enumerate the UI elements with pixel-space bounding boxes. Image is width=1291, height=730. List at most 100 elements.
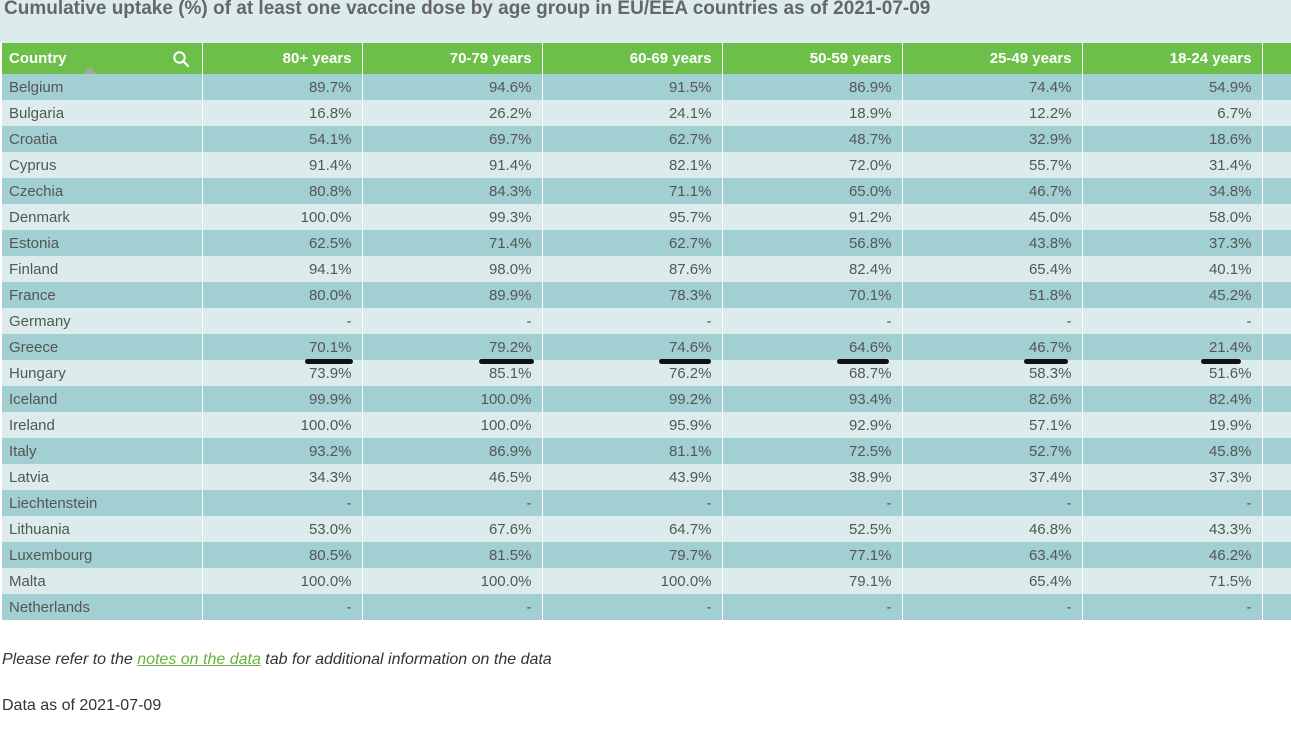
uptake-cell-70-79: 86.9% <box>362 438 543 464</box>
search-icon[interactable] <box>172 50 190 68</box>
uptake-cell-50-59: 93.4% <box>722 386 903 412</box>
uptake-cell-18-24: 54.9% <box>1082 74 1263 100</box>
uptake-cell-25-49: 46.8% <box>902 516 1083 542</box>
column-header-18-24[interactable]: 18-24 years <box>1082 43 1263 74</box>
uptake-cell-60-69: 87.6% <box>542 256 723 282</box>
uptake-cell-70-79: 98.0% <box>362 256 543 282</box>
uptake-cell-80plus: 100.0% <box>202 412 363 438</box>
table-row[interactable]: Lithuania 53.0% 67.6% 64.7% 52.5% 46.8% 43.3% <box>2 516 1291 542</box>
header-spacer <box>1262 43 1291 74</box>
uptake-cell-60-69: 95.7% <box>542 204 723 230</box>
table-row[interactable]: Luxembourg 80.5% 81.5% 79.7% 77.1% 63.4% 46.2% <box>2 542 1291 568</box>
title-band: Cumulative uptake (%) of at least one va… <box>0 0 1291 43</box>
uptake-cell-25-49: - <box>902 490 1083 516</box>
uptake-cell-70-79: - <box>362 490 543 516</box>
uptake-cell-70-79: 100.0% <box>362 412 543 438</box>
table-row[interactable]: Czechia 80.8% 84.3% 71.1% 65.0% 46.7% 34.8% <box>2 178 1291 204</box>
uptake-cell-80plus: 34.3% <box>202 464 363 490</box>
row-spacer <box>1262 542 1291 568</box>
table-row[interactable]: Italy 93.2% 86.9% 81.1% 72.5% 52.7% 45.8% <box>2 438 1291 464</box>
table-row[interactable]: Finland 94.1% 98.0% 87.6% 82.4% 65.4% 40.1% <box>2 256 1291 282</box>
uptake-cell-18-24: 71.5% <box>1082 568 1263 594</box>
uptake-cell-50-59: 79.1% <box>722 568 903 594</box>
table-row[interactable]: Iceland 99.9% 100.0% 99.2% 93.4% 82.6% 82.4% <box>2 386 1291 412</box>
country-cell: Iceland <box>2 386 203 412</box>
table-row[interactable]: Denmark 100.0% 99.3% 95.7% 91.2% 45.0% 58.0% <box>2 204 1291 230</box>
uptake-cell-60-69: - <box>542 490 723 516</box>
country-cell: Latvia <box>2 464 203 490</box>
column-header-70-79[interactable]: 70-79 years <box>362 43 543 74</box>
uptake-cell-25-49: - <box>902 308 1083 334</box>
table-row[interactable]: Estonia 62.5% 71.4% 62.7% 56.8% 43.8% 37.3% <box>2 230 1291 256</box>
column-header-50-59[interactable]: 50-59 years <box>722 43 903 74</box>
uptake-cell-50-59: - <box>722 308 903 334</box>
row-spacer <box>1262 594 1291 620</box>
country-cell: Ireland <box>2 412 203 438</box>
uptake-cell-70-79: 69.7% <box>362 126 543 152</box>
uptake-cell-60-69: 62.7% <box>542 126 723 152</box>
table-row[interactable]: France 80.0% 89.9% 78.3% 70.1% 51.8% 45.2% <box>2 282 1291 308</box>
uptake-cell-70-79: 84.3% <box>362 178 543 204</box>
uptake-cell-60-69: 81.1% <box>542 438 723 464</box>
uptake-cell-60-69: 76.2% <box>542 360 723 386</box>
uptake-cell-25-49: 43.8% <box>902 230 1083 256</box>
country-cell: Czechia <box>2 178 203 204</box>
table-row[interactable]: Latvia 34.3% 46.5% 43.9% 38.9% 37.4% 37.3% <box>2 464 1291 490</box>
uptake-cell-60-69: 62.7% <box>542 230 723 256</box>
annotation-mark <box>305 359 353 364</box>
uptake-cell-70-79: 89.9% <box>362 282 543 308</box>
uptake-cell-60-69: 82.1% <box>542 152 723 178</box>
uptake-cell-18-24: 45.2% <box>1082 282 1263 308</box>
uptake-cell-70-79: 81.5% <box>362 542 543 568</box>
column-header-60-69[interactable]: 60-69 years <box>542 43 723 74</box>
uptake-cell-18-24: 34.8% <box>1082 178 1263 204</box>
uptake-cell-60-69: 74.6% <box>542 334 723 360</box>
uptake-cell-70-79: 67.6% <box>362 516 543 542</box>
row-spacer <box>1262 412 1291 438</box>
uptake-cell-25-49: 57.1% <box>902 412 1083 438</box>
table-row[interactable]: Netherlands - - - - - - <box>2 594 1291 620</box>
uptake-cell-25-49: 52.7% <box>902 438 1083 464</box>
table-row[interactable]: Bulgaria 16.8% 26.2% 24.1% 18.9% 12.2% 6.7% <box>2 100 1291 126</box>
row-spacer <box>1262 178 1291 204</box>
table-row[interactable]: Cyprus 91.4% 91.4% 82.1% 72.0% 55.7% 31.4% <box>2 152 1291 178</box>
uptake-cell-50-59: 48.7% <box>722 126 903 152</box>
row-spacer <box>1262 308 1291 334</box>
uptake-cell-25-49: 82.6% <box>902 386 1083 412</box>
uptake-cell-50-59: 86.9% <box>722 74 903 100</box>
table-row[interactable]: Hungary 73.9% 85.1% 76.2% 68.7% 58.3% 51.6% <box>2 360 1291 386</box>
uptake-cell-18-24: 58.0% <box>1082 204 1263 230</box>
row-spacer <box>1262 74 1291 100</box>
table-row[interactable]: Liechtenstein - - - - - - <box>2 490 1291 516</box>
column-header-25-49[interactable]: 25-49 years <box>902 43 1083 74</box>
country-cell: Estonia <box>2 230 203 256</box>
uptake-cell-18-24: 21.4% <box>1082 334 1263 360</box>
uptake-cell-60-69: 95.9% <box>542 412 723 438</box>
column-header-country[interactable]: Country <box>2 43 203 74</box>
uptake-cell-25-49: 12.2% <box>902 100 1083 126</box>
notes-on-data-link[interactable]: notes on the data <box>137 651 261 668</box>
uptake-cell-25-49: 46.7% <box>902 334 1083 360</box>
table-row[interactable]: Belgium 89.7% 94.6% 91.5% 86.9% 74.4% 54.9% <box>2 74 1291 100</box>
uptake-cell-70-79: 26.2% <box>362 100 543 126</box>
country-cell: Bulgaria <box>2 100 203 126</box>
data-as-of-text: Data as of 2021-07-09 <box>2 697 162 714</box>
row-spacer <box>1262 568 1291 594</box>
row-spacer <box>1262 126 1291 152</box>
uptake-cell-18-24: 18.6% <box>1082 126 1263 152</box>
uptake-cell-80plus: 16.8% <box>202 100 363 126</box>
table-row[interactable]: Ireland 100.0% 100.0% 95.9% 92.9% 57.1% 19.9% <box>2 412 1291 438</box>
country-cell: Germany <box>2 308 203 334</box>
row-spacer <box>1262 360 1291 386</box>
uptake-cell-80plus: 91.4% <box>202 152 363 178</box>
sort-ascending-icon[interactable] <box>84 67 96 74</box>
uptake-cell-50-59: 72.0% <box>722 152 903 178</box>
table-row[interactable]: Malta 100.0% 100.0% 100.0% 79.1% 65.4% 71.5% <box>2 568 1291 594</box>
uptake-cell-50-59: 18.9% <box>722 100 903 126</box>
uptake-cell-60-69: 91.5% <box>542 74 723 100</box>
table-row[interactable]: Croatia 54.1% 69.7% 62.7% 48.7% 32.9% 18.6% <box>2 126 1291 152</box>
table-row[interactable]: Greece 70.1% 79.2% 74.6% 64.6% 46.7% 21.4% <box>2 334 1291 360</box>
table-row[interactable]: Germany - - - - - - <box>2 308 1291 334</box>
uptake-cell-80plus: 62.5% <box>202 230 363 256</box>
column-header-80plus[interactable]: 80+ years <box>202 43 363 74</box>
